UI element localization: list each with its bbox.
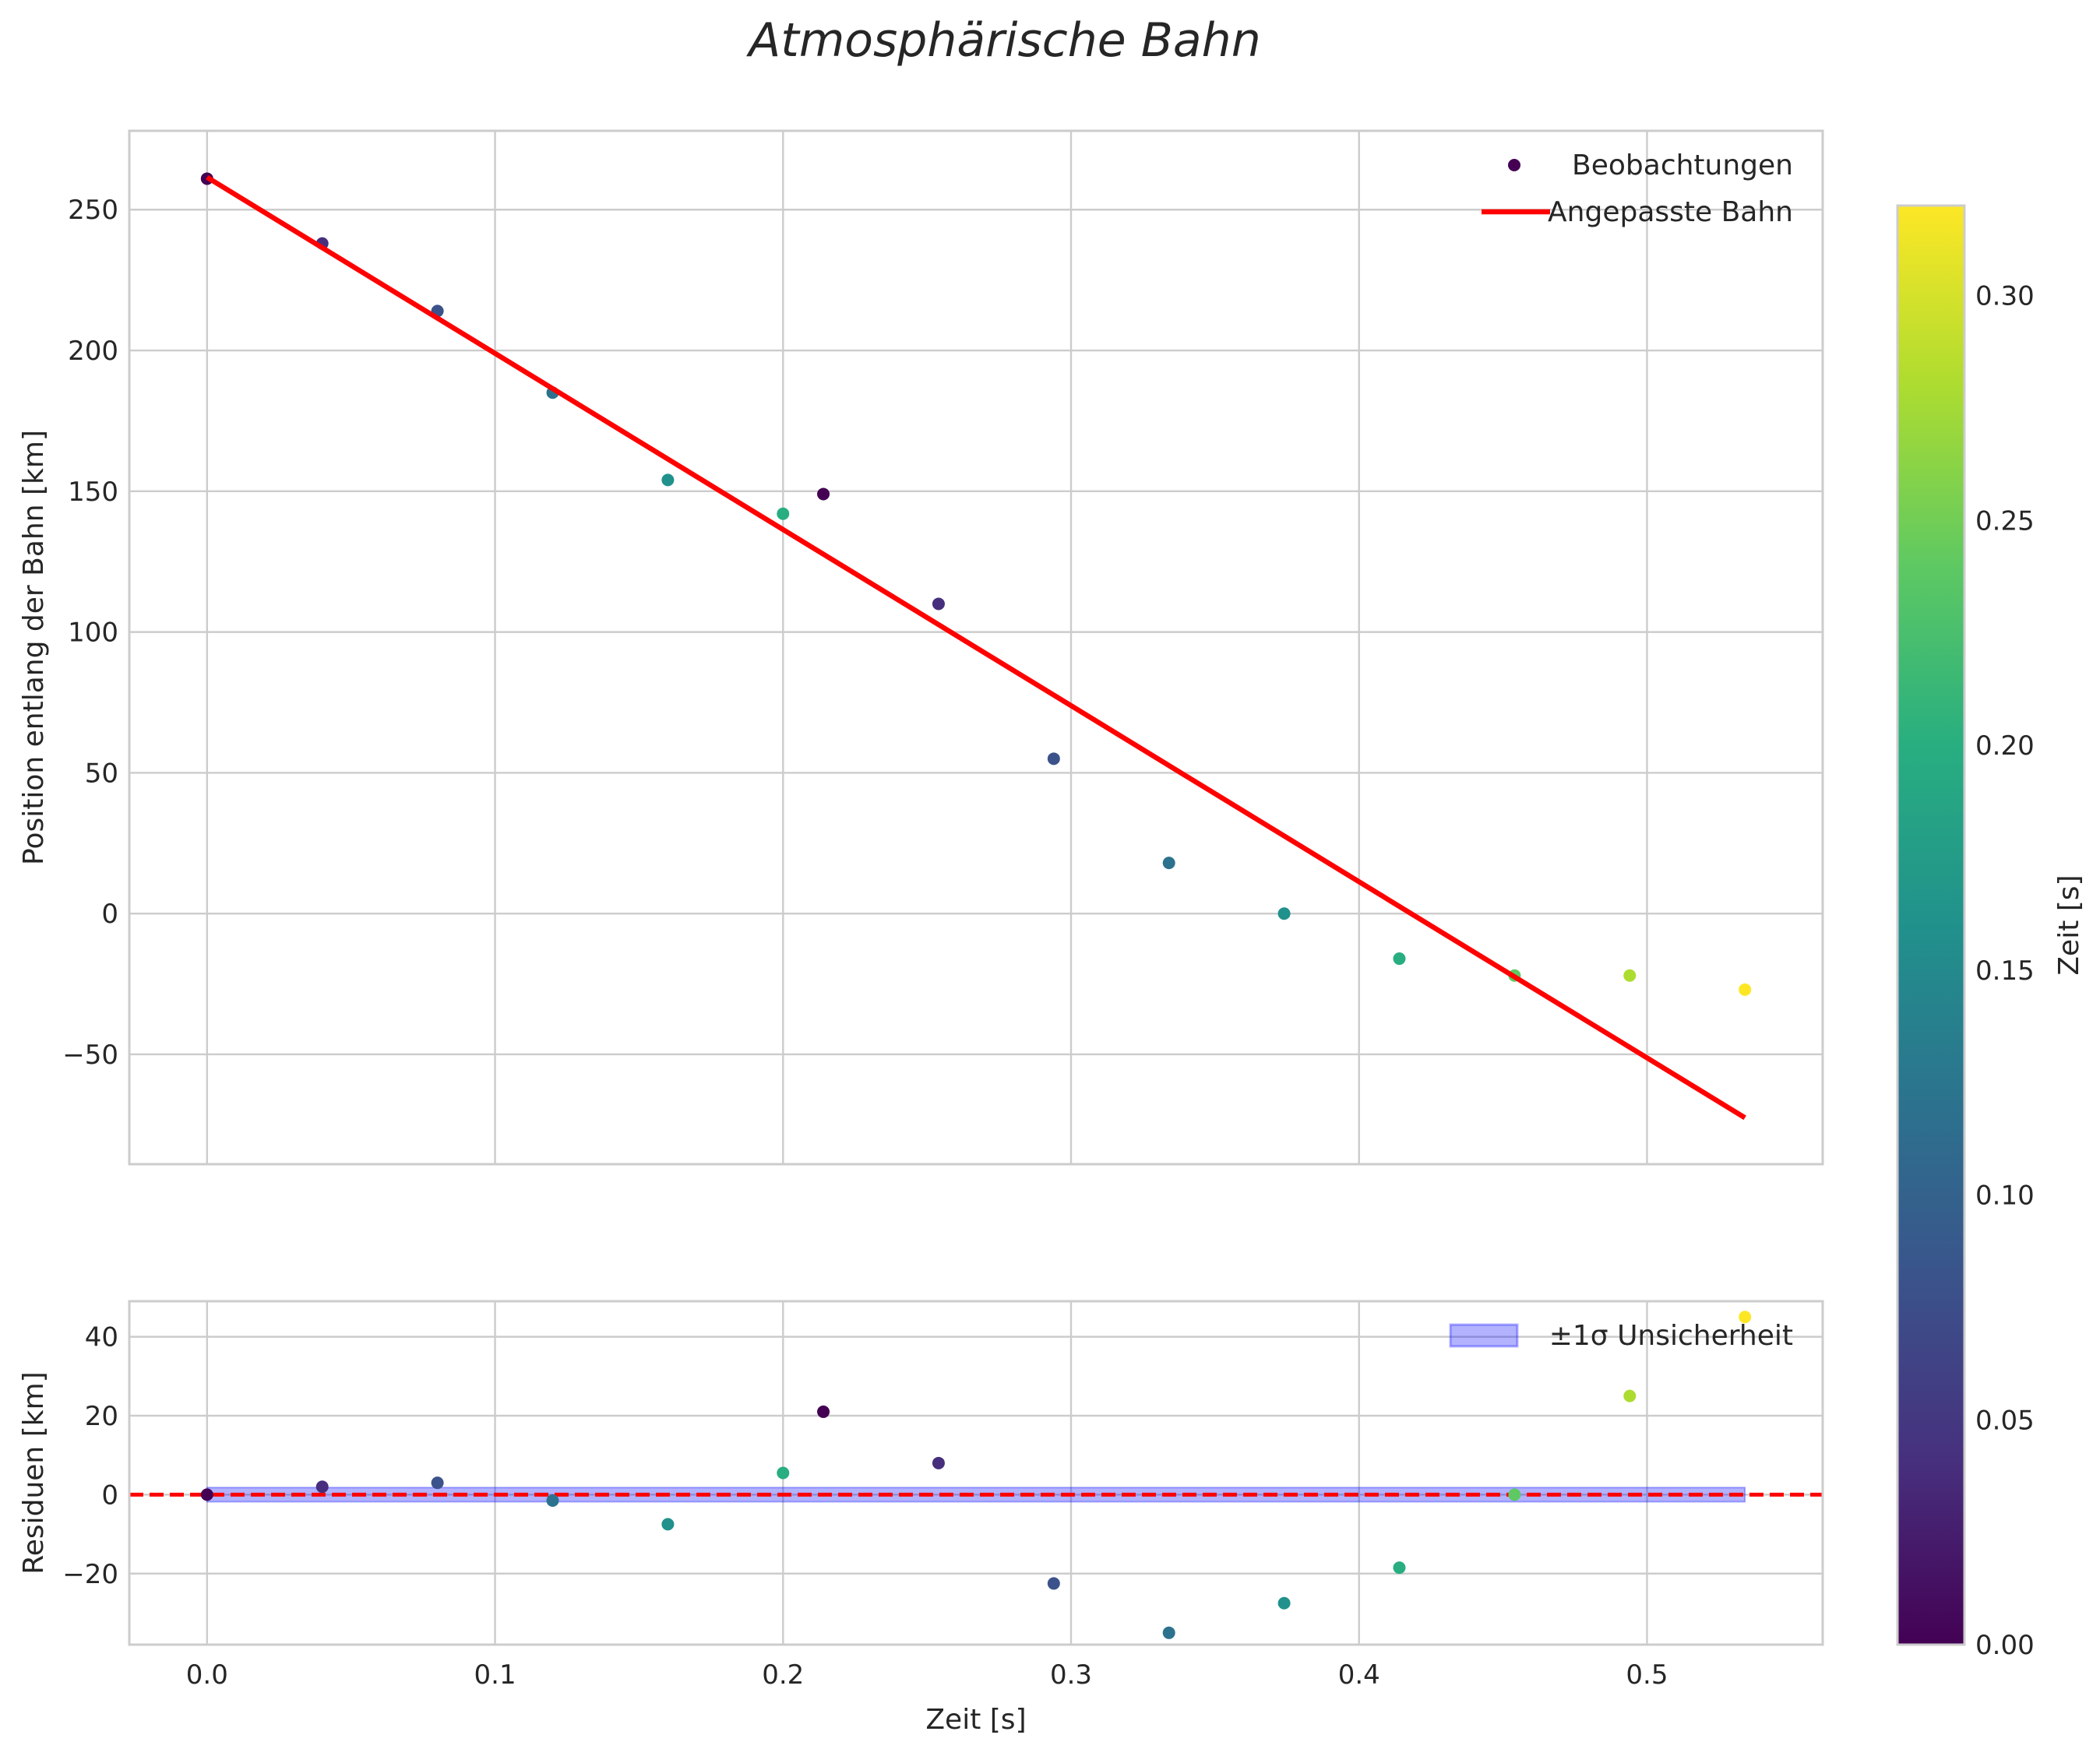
legend-label: ±1σ Unsicherheit bbox=[1549, 1320, 1793, 1352]
y-axis-label: Residuen [km] bbox=[18, 1371, 50, 1574]
y-tick-label: 20 bbox=[85, 1401, 118, 1432]
y-tick-label: 0 bbox=[101, 899, 118, 930]
fit-line bbox=[206, 174, 1746, 1121]
y-tick-label: 50 bbox=[85, 758, 118, 789]
data-point bbox=[932, 597, 945, 611]
colorbar-tick-label: 0.00 bbox=[1975, 1630, 2035, 1661]
data-point bbox=[1162, 1626, 1175, 1639]
residuals-legend: ±1σ Unsicherheit bbox=[1449, 1320, 1793, 1352]
residuals-plot-area bbox=[129, 1311, 1823, 1639]
y-tick-label: 250 bbox=[68, 195, 118, 226]
y-tick-label: 100 bbox=[68, 618, 118, 649]
x-axis-label: Zeit [s] bbox=[925, 1704, 1026, 1736]
y-tick-label: −20 bbox=[62, 1559, 118, 1590]
data-point bbox=[546, 1494, 559, 1507]
data-point bbox=[1277, 907, 1291, 920]
y-tick-label: 40 bbox=[85, 1322, 118, 1353]
x-tick-label: 0.3 bbox=[1050, 1659, 1092, 1691]
y-tick-label: −50 bbox=[62, 1040, 118, 1071]
main-axes: −50 0 50 100 150 200 250 Position entlang der B… bbox=[18, 129, 1824, 1166]
colorbar-tick-label: 0.25 bbox=[1975, 505, 2035, 537]
data-point bbox=[1739, 983, 1752, 996]
data-point bbox=[661, 473, 675, 487]
legend-marker bbox=[1508, 159, 1520, 171]
y-tick-label: 150 bbox=[68, 477, 118, 508]
data-point bbox=[1393, 952, 1406, 966]
data-point bbox=[315, 1480, 329, 1494]
main-legend: Beobachtungen Angepasste Bahn bbox=[1482, 150, 1793, 228]
data-point bbox=[1393, 1561, 1406, 1575]
data-point bbox=[817, 487, 830, 501]
colorbar-tick-label: 0.30 bbox=[1975, 281, 2035, 312]
x-tick-label: 0.1 bbox=[474, 1659, 516, 1691]
colorbar-frame bbox=[1896, 204, 1966, 1646]
legend-label: Angepasste Bahn bbox=[1548, 196, 1793, 228]
data-point bbox=[1623, 969, 1637, 982]
data-point bbox=[1277, 1596, 1291, 1610]
x-tick-label: 0.2 bbox=[762, 1659, 804, 1691]
main-plot-area bbox=[200, 172, 1752, 1121]
legend-patch bbox=[1449, 1323, 1519, 1348]
data-point bbox=[1047, 752, 1060, 765]
data-point bbox=[1047, 1577, 1060, 1590]
data-point bbox=[661, 1518, 675, 1531]
data-point bbox=[1623, 1389, 1637, 1402]
data-point bbox=[777, 1466, 790, 1480]
x-tick-label: 0.5 bbox=[1626, 1659, 1668, 1691]
axes-frame bbox=[128, 1300, 1824, 1646]
data-point bbox=[817, 1405, 830, 1418]
residuals-axes: −20 0 20 40 0.0 0.1 0.2 0.3 0.4 0.5 Residuen [km] Z… bbox=[18, 1300, 1824, 1736]
colorbar-gradient bbox=[1897, 206, 1964, 1645]
chart-title: Atmosphärische Bahn bbox=[745, 13, 1260, 68]
data-point bbox=[200, 1488, 213, 1501]
colorbar-label: Zeit [s] bbox=[2053, 874, 2085, 975]
data-point bbox=[1739, 1311, 1752, 1324]
y-tick-label: 200 bbox=[68, 336, 118, 367]
x-tick-label: 0.4 bbox=[1338, 1659, 1380, 1691]
legend-label: Beobachtungen bbox=[1572, 150, 1793, 181]
colorbar: 0.00 0.05 0.10 0.15 0.20 0.25 0.30 Zeit [s] bbox=[1896, 204, 2085, 1661]
data-point bbox=[1508, 1488, 1521, 1501]
data-point bbox=[932, 1456, 945, 1469]
colorbar-tick-label: 0.15 bbox=[1975, 955, 2035, 987]
data-point bbox=[777, 507, 790, 520]
y-axis-label: Position entlang der Bahn [km] bbox=[18, 430, 50, 865]
axes-frame bbox=[128, 129, 1824, 1166]
colorbar-tick-label: 0.10 bbox=[1975, 1181, 2035, 1212]
data-point bbox=[431, 1476, 444, 1490]
colorbar-tick-label: 0.05 bbox=[1975, 1405, 2035, 1436]
x-tick-label: 0.0 bbox=[186, 1659, 228, 1691]
data-point bbox=[1162, 857, 1175, 870]
colorbar-tick-label: 0.20 bbox=[1975, 730, 2035, 762]
y-tick-label: 0 bbox=[101, 1480, 118, 1511]
